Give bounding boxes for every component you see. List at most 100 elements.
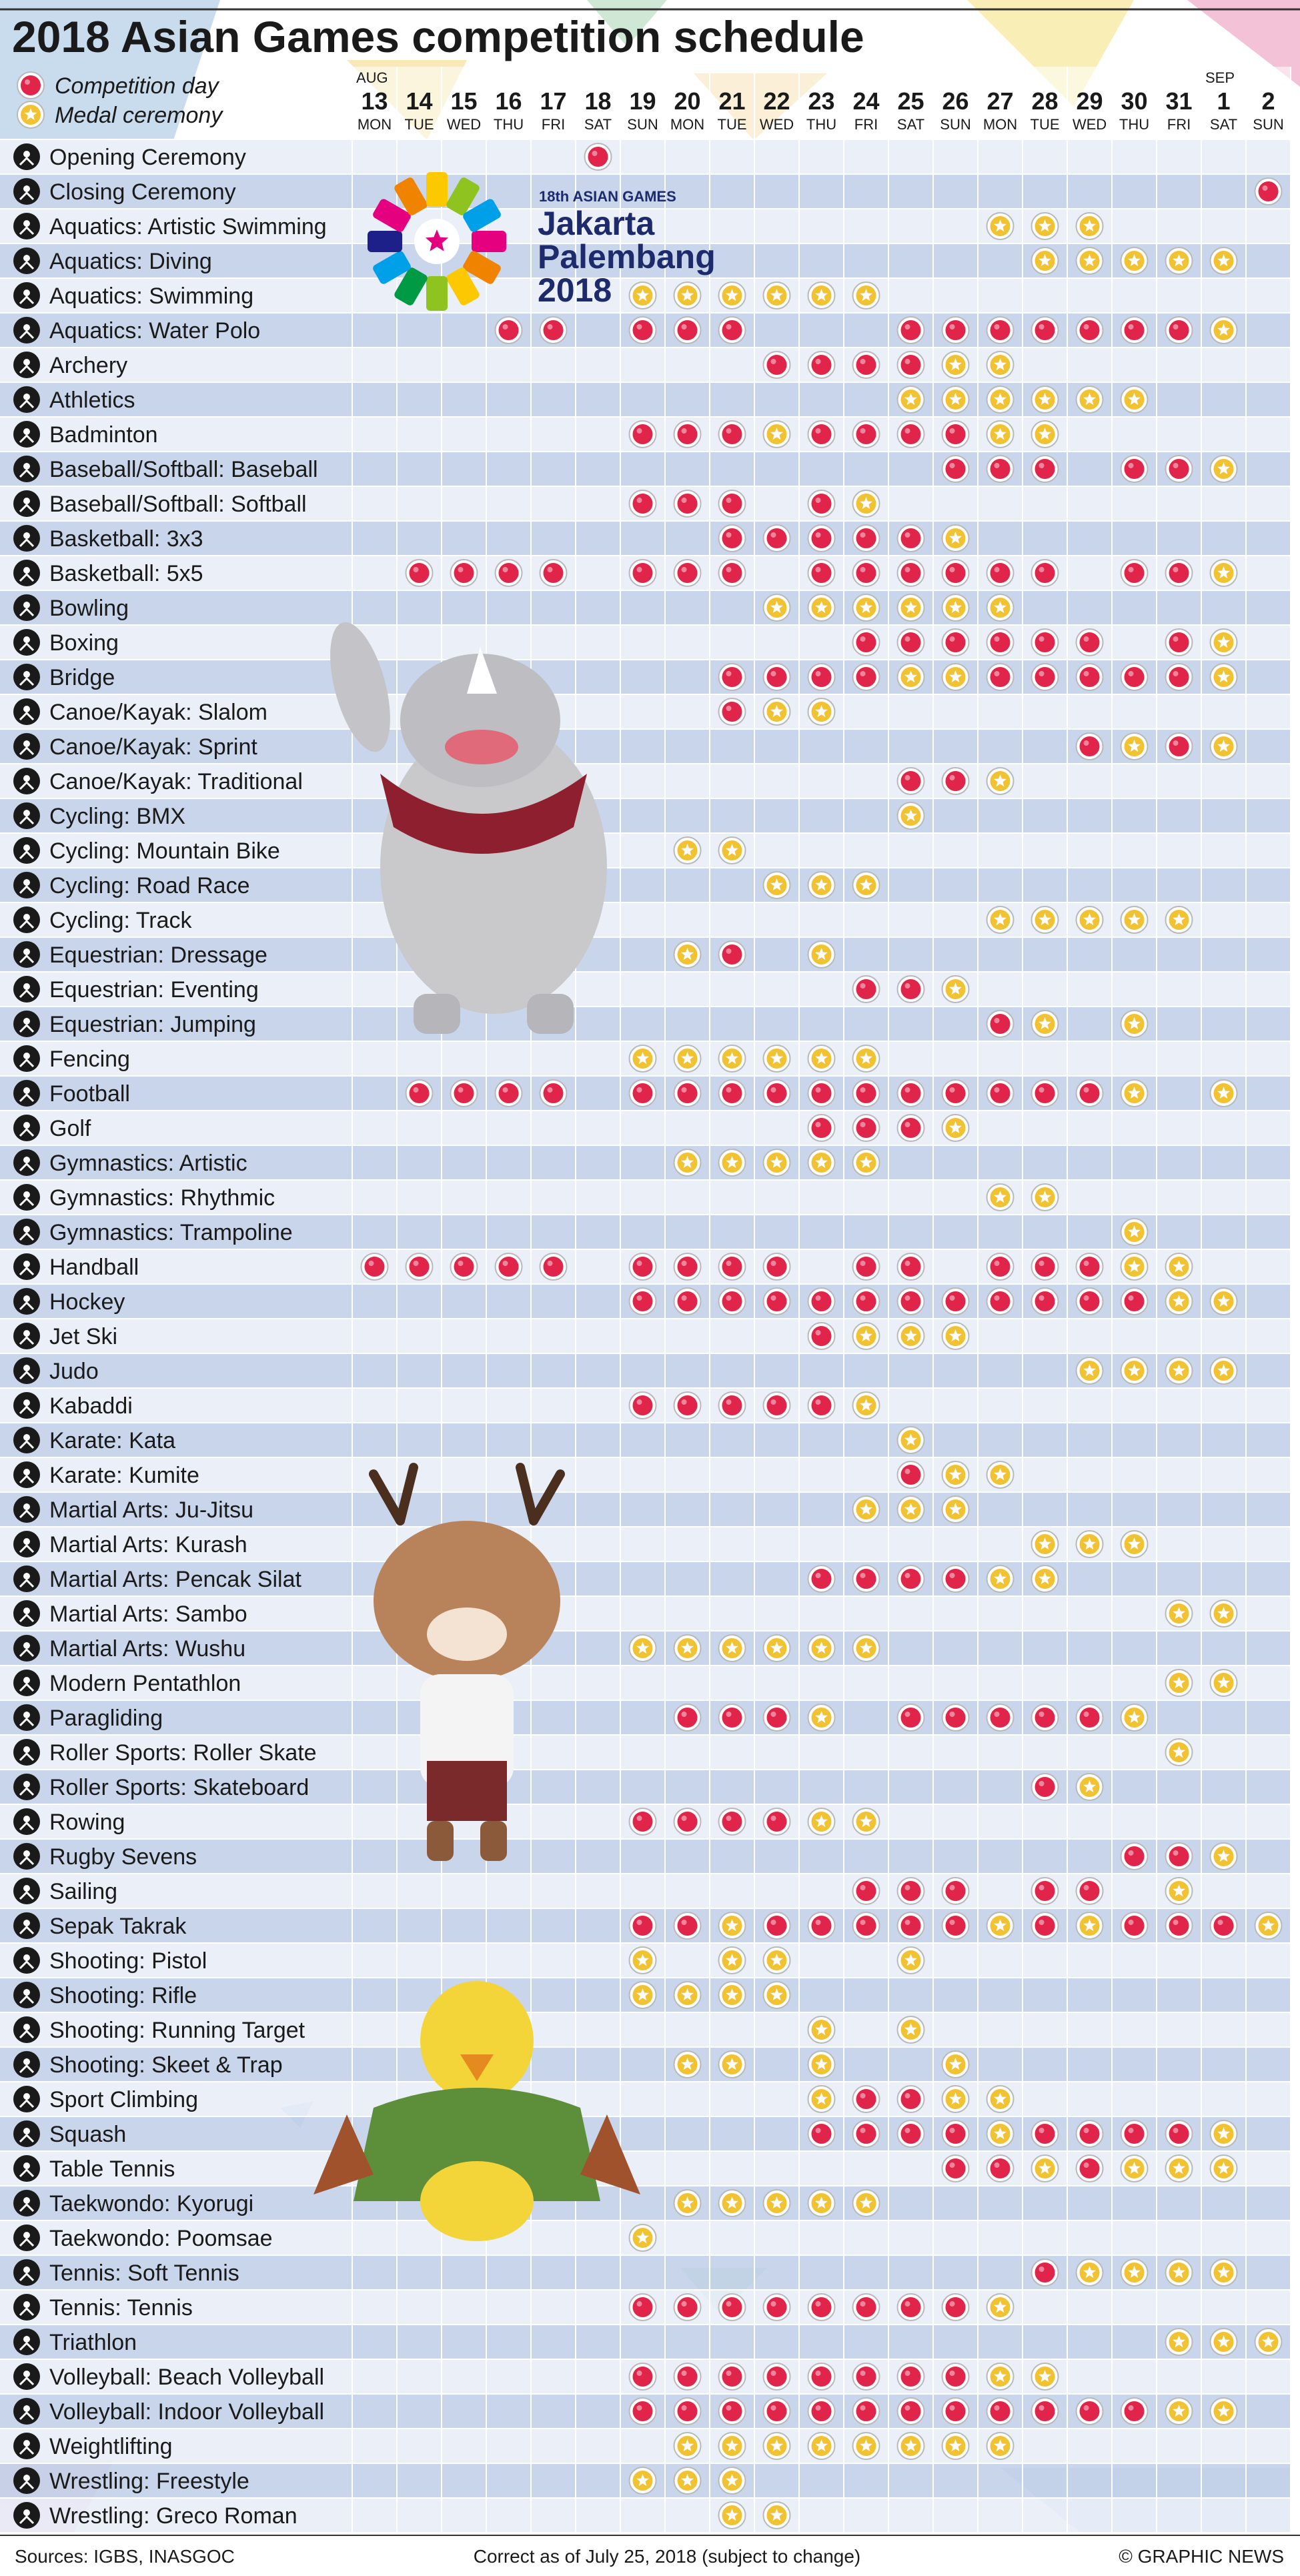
star-icon	[815, 705, 828, 718]
sport-pictogram-limbs-icon	[19, 815, 35, 825]
day-of-week: SAT	[1210, 116, 1237, 133]
medal-ceremony-marker	[941, 386, 970, 414]
star-icon	[860, 1815, 872, 1828]
medal-ceremony-marker	[1120, 1218, 1149, 1246]
red-dot-icon	[856, 355, 876, 375]
star-icon	[860, 601, 872, 614]
table-row: Bridge	[13, 664, 115, 690]
medal-ceremony-marker	[1209, 1287, 1238, 1315]
sport-pictogram-limbs-icon	[19, 711, 35, 721]
medal-ceremony-marker	[1254, 2328, 1283, 2356]
medal-ceremony-marker	[673, 1634, 702, 1662]
medal-ceremony-marker	[852, 1495, 880, 1523]
red-dot-icon	[1124, 320, 1145, 340]
day-number: 17	[540, 87, 566, 115]
day-number: 31	[1165, 87, 1192, 115]
red-dot-icon	[856, 2124, 876, 2144]
sport-pictogram-limbs-icon	[19, 2376, 35, 2386]
red-dot-icon	[990, 1257, 1011, 1277]
competition-day-marker	[807, 351, 836, 379]
star-icon	[1039, 219, 1051, 232]
medal-ceremony-marker	[852, 1045, 880, 1073]
star-icon	[1128, 2266, 1141, 2279]
red-dot-icon	[1169, 736, 1189, 756]
competition-day-marker	[1075, 628, 1104, 656]
medal-ceremony-marker	[762, 594, 791, 622]
table-row: Judo	[13, 1357, 99, 1384]
red-dot-icon	[1035, 459, 1055, 479]
table-row: Karate: Kata	[13, 1427, 175, 1453]
sport-label: Taekwondo: Poomsae	[49, 2226, 273, 2251]
red-dot-icon	[1079, 1708, 1100, 1728]
star-icon	[1083, 254, 1096, 267]
row-stripe	[0, 833, 1291, 868]
red-dot-icon	[856, 1257, 876, 1277]
sport-pictogram-figure-icon	[23, 706, 30, 712]
competition-day-marker	[1075, 1704, 1104, 1732]
sport-pictogram-limbs-icon	[19, 1023, 35, 1033]
sport-pictogram-figure-icon	[23, 1573, 30, 1579]
medal-ceremony-marker	[762, 1634, 791, 1662]
red-dot-icon	[856, 424, 876, 444]
table-row: Aquatics: Swimming	[13, 282, 253, 309]
sport-pictogram-limbs-icon	[19, 1994, 35, 2004]
star-icon	[1128, 393, 1141, 406]
sport-label: Boxing	[49, 630, 119, 656]
sport-pictogram-limbs-icon	[19, 1925, 35, 1935]
table-row: Cycling: BMX	[13, 802, 185, 829]
competition-day-marker	[673, 2363, 702, 2391]
red-dot-icon	[856, 1118, 876, 1138]
star-icon	[770, 601, 783, 614]
competition-day-marker	[1031, 1287, 1059, 1315]
sport-pictogram-figure-icon	[23, 1434, 30, 1441]
star-icon	[1039, 2162, 1051, 2174]
red-dot-icon	[1079, 1291, 1100, 1311]
star-icon	[1217, 2266, 1230, 2279]
star-icon	[949, 1503, 962, 1515]
row-stripe	[0, 764, 1291, 798]
red-dot-icon	[1124, 1291, 1145, 1311]
row-stripe	[0, 2047, 1291, 2082]
red-dot-icon	[945, 771, 966, 791]
red-dot-icon	[945, 1569, 966, 1589]
star-icon	[636, 1988, 649, 2001]
star-icon	[1083, 1537, 1096, 1550]
star-icon	[1083, 393, 1096, 406]
star-icon	[1128, 254, 1141, 267]
logo-line-2: Palembang	[538, 238, 716, 275]
medal-ceremony-marker	[1209, 2259, 1238, 2287]
table-row: Hockey	[13, 1288, 125, 1315]
competition-day-marker	[1075, 1079, 1104, 1107]
star-icon	[726, 1052, 738, 1065]
star-icon	[726, 1156, 738, 1169]
table-row: Wrestling: Freestyle	[13, 2467, 249, 2494]
star-icon	[994, 913, 1007, 926]
star-icon	[1217, 324, 1230, 336]
competition-day-marker	[628, 2397, 657, 2425]
legend-medal-icon	[17, 101, 45, 129]
competition-day-marker	[628, 1253, 657, 1281]
star-icon	[726, 289, 738, 301]
red-dot-icon	[1169, 563, 1189, 583]
medal-ceremony-marker	[986, 2363, 1015, 2391]
medal-ceremony-marker	[762, 1045, 791, 1073]
red-dot-icon	[945, 1708, 966, 1728]
competition-day-marker	[1165, 1842, 1193, 1870]
red-dot-icon	[1124, 1846, 1145, 1866]
red-dot-icon	[990, 1708, 1011, 1728]
competition-day-marker	[762, 1808, 791, 1836]
medal-ceremony-marker	[1209, 1842, 1238, 1870]
sport-pictogram-limbs-icon	[19, 1786, 35, 1796]
red-dot-icon	[454, 1083, 474, 1103]
star-icon	[994, 2301, 1007, 2313]
month-label: AUG	[356, 69, 388, 86]
competition-day-marker	[986, 1253, 1015, 1281]
red-dot-icon	[945, 2401, 966, 2421]
red-dot-icon	[1035, 2263, 1055, 2283]
red-dot-icon	[498, 1257, 519, 1277]
red-dot-icon	[722, 1708, 742, 1728]
star-icon	[636, 2474, 649, 2487]
medal-ceremony-marker	[673, 1045, 702, 1073]
competition-day-marker	[852, 559, 880, 587]
star-icon	[770, 428, 783, 440]
